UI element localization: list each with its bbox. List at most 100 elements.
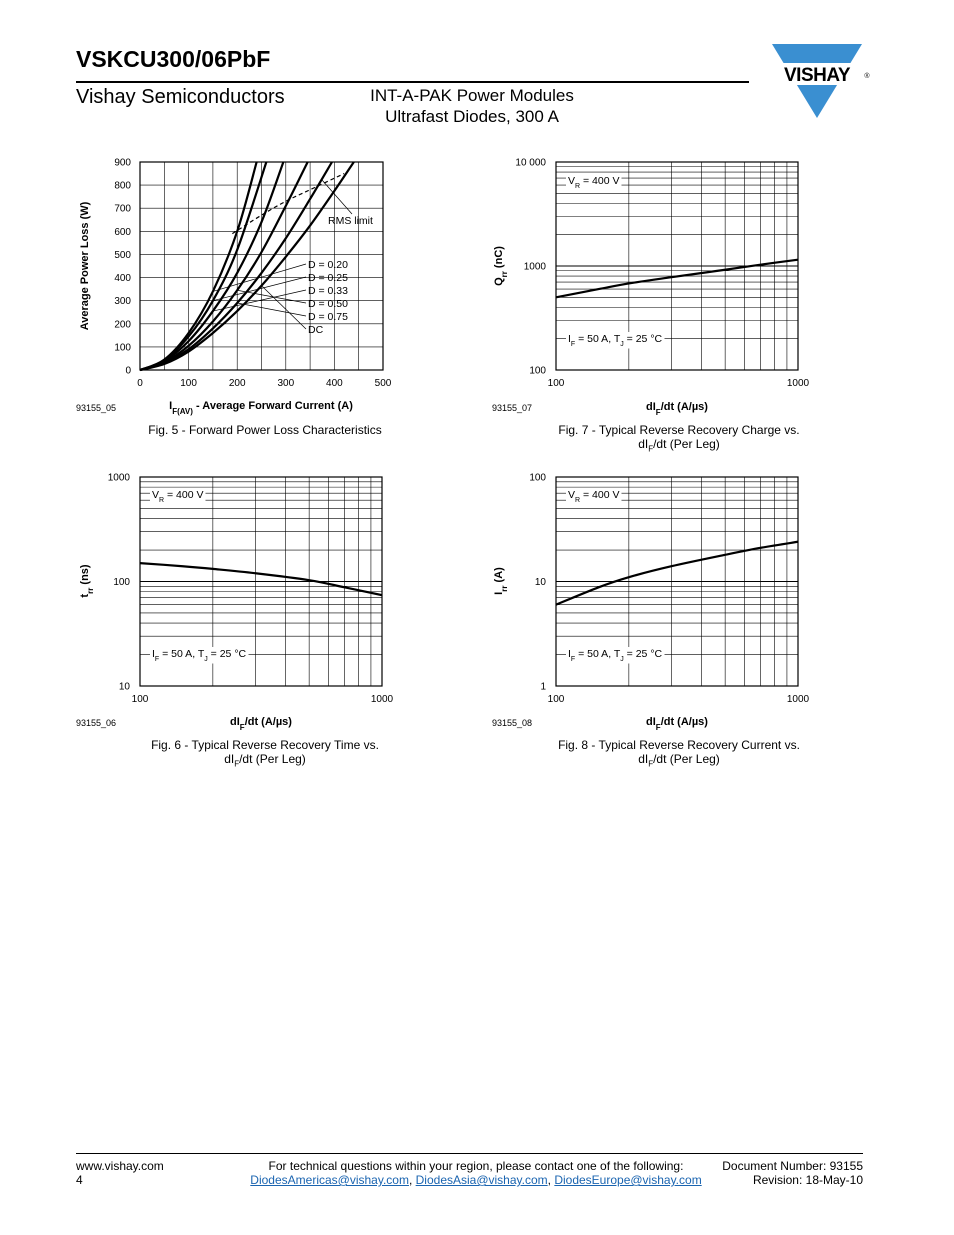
part-number: VSKCU300/06PbF [76, 46, 271, 72]
fig6-vr-b: = 400 V [164, 489, 203, 501]
fig5-x-tick-label: 300 [277, 378, 294, 389]
vishay-logo: VISHAY ® [762, 44, 874, 118]
fig8-chart: 100 1000 1 10 100 VR = 400 V IF = 50 A, TJ =… [476, 465, 836, 735]
footer-page-number: 4 [76, 1173, 83, 1187]
fig8-y-sub: rr [500, 586, 509, 592]
footer-left: www.vishay.com 4 [76, 1159, 164, 1187]
fig7-x-tick-label: 1000 [787, 378, 810, 389]
fig5-series-line [139, 161, 285, 372]
fig7-if-c: = 25 °C [624, 333, 663, 345]
fig8-if-a: I [568, 648, 571, 660]
fig8-x-a: dI [646, 716, 656, 728]
fig5-curve-leader [237, 302, 307, 317]
fig6-y-tick-label: 1000 [108, 473, 131, 484]
fig7-x-tick-label: 100 [548, 378, 565, 389]
document-subtitle: INT-A-PAK Power Modules Ultrafast Diodes… [322, 85, 622, 127]
fig5-y-tick-label: 0 [125, 366, 131, 377]
fig7-if-b: = 50 A, T [575, 333, 621, 345]
header-rule [76, 81, 749, 83]
email-sep-1: , [408, 1173, 416, 1187]
fig6-series [139, 562, 383, 597]
fig8-if-sub1: F [571, 656, 575, 663]
fig5-curve-leader [212, 263, 307, 292]
fig7-vr-sub: R [575, 183, 580, 190]
fig5-y-tick-label: 500 [114, 250, 131, 261]
fig7-x-b: /dt (A/µs) [661, 401, 709, 413]
fig7-if-sub1: F [571, 341, 575, 348]
footer-email-links: DiodesAmericas@vishay.com, DiodesAsia@vi… [230, 1173, 722, 1187]
fig7-y-sub: rr [500, 271, 509, 277]
fig6-y-axis-label: trr (ns) [79, 564, 95, 597]
fig7-x-sub: F [656, 408, 661, 417]
fig8-vr-a: V [568, 489, 575, 501]
fig5-x-tick-label: 200 [229, 378, 246, 389]
fig7-if-sub2: J [620, 341, 624, 348]
fig7-vr-a: V [568, 175, 575, 187]
annotation-background [566, 488, 622, 505]
fig5-x-tick-label: 0 [137, 378, 143, 389]
fig7-caption-a: dI [638, 437, 649, 451]
fig6-series-line [139, 562, 383, 597]
fig5-curve-leader [212, 289, 307, 312]
fig6-caption: Fig. 6 - Typical Reverse Recovery Time v… [105, 738, 425, 771]
fig5-x-tick-label: 100 [180, 378, 197, 389]
fig8-grid [556, 477, 798, 686]
fig8-y-a: I [493, 592, 505, 595]
fig5-rms-label: RMS limit [328, 215, 373, 227]
footer-document-number: Document Number: 93155 [722, 1159, 863, 1173]
fig5-curve-leader [261, 285, 307, 330]
fig5-grid [140, 162, 383, 370]
email-link-europe[interactable]: DiodesEurope@vishay.com [554, 1173, 702, 1187]
fig6-if-sub1: F [155, 656, 159, 663]
fig7-caption-line-2: dIF/dt (Per Leg) [520, 437, 838, 456]
fig5-y-tick-label: 100 [114, 342, 131, 353]
fig7-tick-labels: 100 1000 100 1000 10 000 [515, 158, 809, 390]
fig7-if-annotation: IF = 50 A, TJ = 25 °C [568, 333, 663, 348]
fig7-if-a: I [568, 333, 571, 345]
fig7-vr-annotation: VR = 400 V [568, 175, 619, 190]
fig7-vr-b: = 400 V [580, 175, 619, 187]
fig5-rms-limit-line [232, 173, 345, 235]
fig5-y-tick-label: 700 [114, 204, 131, 215]
fig7-figure-code: 93155_07 [492, 403, 532, 413]
fig6-if-c: = 25 °C [208, 648, 247, 660]
fig8-if-c: = 25 °C [624, 648, 663, 660]
fig6-chart: 100 1000 10 100 1000 VR = 400 V IF = 50 A, T… [60, 465, 420, 735]
fig8-x-axis-label: dIF/dt (A/µs) [646, 716, 708, 732]
fig7-caption: Fig. 7 - Typical Reverse Recovery Charge… [520, 423, 838, 456]
fig6-if-a: I [152, 648, 155, 660]
fig5-y-tick-label: 800 [114, 181, 131, 192]
fig7-caption-b: /dt (Per Leg) [653, 437, 720, 451]
fig8-y-tick-label: 1 [540, 682, 546, 693]
fig5-y-tick-label: 200 [114, 319, 131, 330]
fig8-series-line [555, 540, 799, 606]
footer-rule [76, 1153, 863, 1154]
annotation-background [150, 488, 206, 505]
fig8-x-tick-label: 1000 [787, 694, 810, 705]
fig5-rms-leader [321, 179, 353, 215]
fig5-annotations: RMS limit D = 0.20D = 0.25D = 0.33D = 0.5… [212, 179, 373, 336]
fig5-chart: RMS limit D = 0.20 D = 0.25 D = 0.33 D = 0.5… [60, 150, 420, 420]
fig7-y-tick-label: 1000 [524, 262, 547, 273]
fig6-y-a: t [79, 594, 91, 598]
fig5-tick-labels: 0 100 200 300 400 500 0 100 200 300 400 500 600 700 80… [114, 158, 391, 390]
subtitle-line-1: INT-A-PAK Power Modules [370, 86, 574, 105]
fig5-x-axis-label: IF(AV) - Average Forward Current (A) [169, 400, 353, 416]
fig5-svg: RMS limit D = 0.20D = 0.25D = 0.33D = 0.5… [76, 158, 392, 416]
fig7-plot-frame [555, 161, 799, 371]
fig8-x-sub: F [656, 723, 661, 732]
fig5-series-line [139, 161, 355, 372]
fig7-y-b: (nC) [493, 246, 505, 271]
fig6-x-axis-label: dIF/dt (A/µs) [230, 716, 292, 732]
fig5-y-tick-label: 900 [114, 158, 131, 169]
fig7-series-line [555, 258, 799, 299]
fig6-plot-frame [139, 476, 383, 687]
fig6-figure-code: 93155_06 [76, 718, 116, 728]
fig8-x-b: /dt (A/µs) [661, 716, 709, 728]
fig6-if-sub2: J [204, 656, 208, 663]
email-link-asia[interactable]: DiodesAsia@vishay.com [415, 1173, 548, 1187]
email-link-americas[interactable]: DiodesAmericas@vishay.com [250, 1173, 409, 1187]
fig6-x-a: dI [230, 716, 240, 728]
fig8-if-sub2: J [620, 656, 624, 663]
fig5-curve-label: DC [308, 324, 324, 336]
